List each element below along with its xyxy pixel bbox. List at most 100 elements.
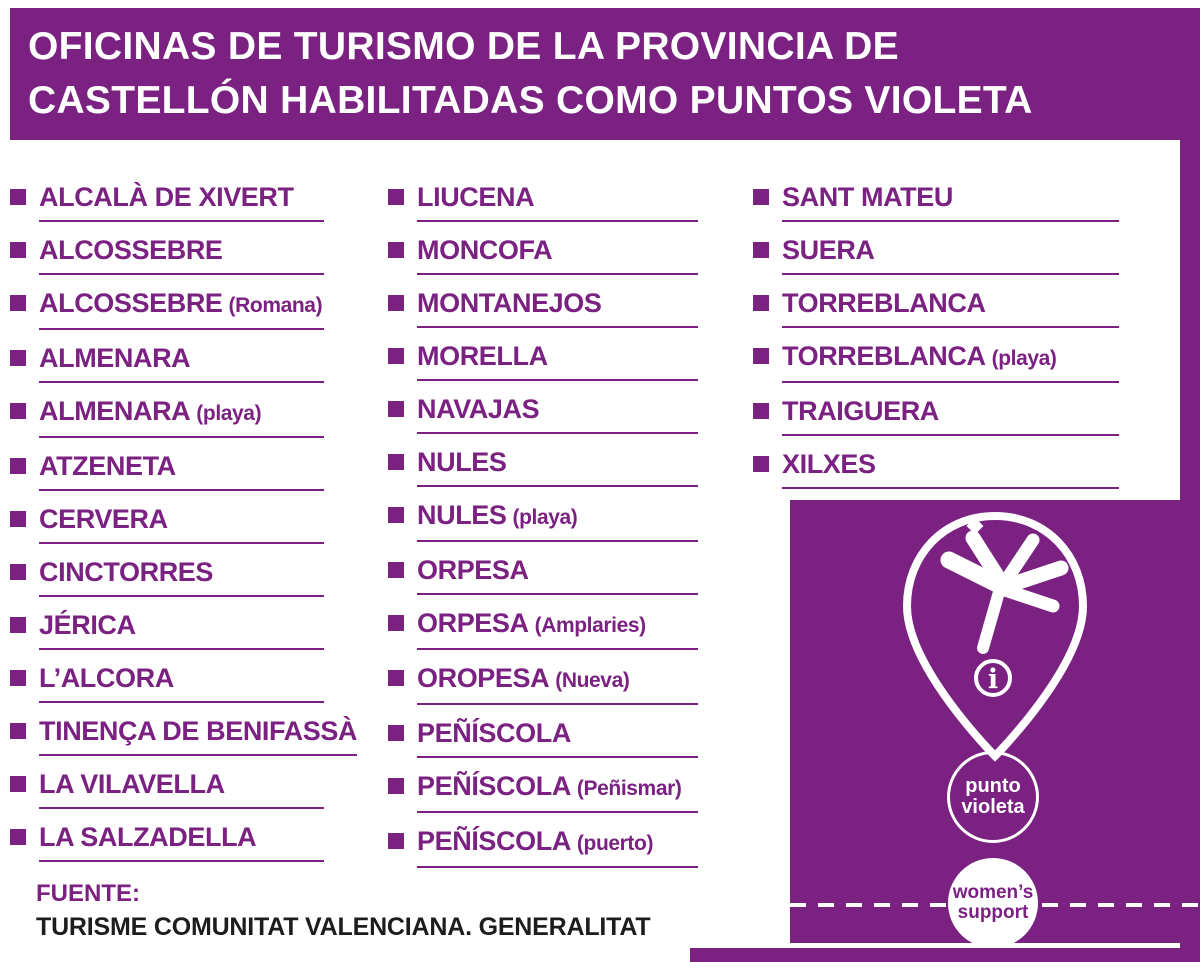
office-list-item: LA SALZADELLA: [10, 823, 324, 862]
office-list-item: JÉRICA: [10, 611, 324, 650]
office-list-item: LA VILAVELLA: [10, 770, 324, 809]
office-note-text: (puerto): [576, 832, 654, 855]
punto-label-line2: violeta: [961, 796, 1025, 818]
office-list-item: CINCTORRES: [10, 558, 324, 597]
office-list-item: ALMENARA: [10, 344, 324, 383]
office-list-item: ORPESA: [388, 556, 698, 595]
office-list-item: ALCOSSEBRE: [10, 236, 324, 275]
office-name-text: ORPESA: [417, 556, 698, 595]
square-bullet-icon: [388, 507, 404, 523]
square-bullet-icon: [10, 511, 26, 527]
punto-violeta-badge: i punto violeta women’s support: [790, 500, 1200, 948]
source-text: TURISME COMUNITAT VALENCIANA. GENERALITA…: [36, 913, 651, 941]
square-bullet-icon: [10, 670, 26, 686]
office-name-text: JÉRICA: [39, 611, 324, 650]
office-list-item: TRAIGUERA: [753, 397, 1119, 436]
office-list-item: PEÑÍSCOLA: [388, 719, 698, 758]
office-name-text: CINCTORRES: [39, 558, 324, 597]
palm-tree-icon: [940, 530, 1069, 654]
office-name-text: ATZENETA: [39, 452, 324, 491]
office-note-text: (Romana): [228, 294, 323, 317]
office-list-item: NULES: [388, 448, 698, 487]
square-bullet-icon: [388, 725, 404, 741]
square-bullet-icon: [388, 454, 404, 470]
office-name-text: LA VILAVELLA: [39, 770, 324, 809]
square-bullet-icon: [10, 776, 26, 792]
office-list-item: LIUCENA: [388, 183, 698, 222]
office-list-item: SUERA: [753, 236, 1119, 275]
office-list-item: PEÑÍSCOLA (puerto): [388, 827, 698, 868]
square-bullet-icon: [388, 670, 404, 686]
office-list-item: ALCALÀ DE XIVERT: [10, 183, 324, 222]
square-bullet-icon: [388, 189, 404, 205]
women-label-line1: women’s: [952, 882, 1034, 903]
office-name-text: ALCOSSEBRE: [39, 236, 324, 275]
square-bullet-icon: [388, 833, 404, 849]
square-bullet-icon: [753, 242, 769, 258]
office-name-text: PEÑÍSCOLA (puerto): [417, 827, 698, 868]
punto-violeta-circle: punto violeta: [947, 751, 1039, 843]
office-list-item: ALMENARA (playa): [10, 397, 324, 438]
office-list-column-1: ALCALÀ DE XIVERT ALCOSSEBRE ALCOSSEBRE (Rom…: [10, 183, 357, 876]
square-bullet-icon: [388, 401, 404, 417]
square-bullet-icon: [10, 350, 26, 366]
office-note-text: (Nueva): [555, 669, 630, 692]
office-note-text: (Amplaries): [534, 614, 647, 637]
square-bullet-icon: [753, 295, 769, 311]
office-list-item: L’ALCORA: [10, 664, 324, 703]
office-name-text: TRAIGUERA: [782, 397, 1119, 436]
office-list-item: NULES (playa): [388, 501, 698, 542]
office-list-item: ORPESA (Amplaries): [388, 609, 698, 650]
office-name-text: MONCOFA: [417, 236, 698, 275]
square-bullet-icon: [10, 242, 26, 258]
office-list-item: MONTANEJOS: [388, 289, 698, 328]
office-name-text: ORPESA (Amplaries): [417, 609, 698, 650]
square-bullet-icon: [10, 458, 26, 474]
office-list-item: ALCOSSEBRE (Romana): [10, 289, 324, 330]
source-label: FUENTE:: [36, 880, 140, 907]
square-bullet-icon: [388, 348, 404, 364]
office-name-text: NULES (playa): [417, 501, 698, 542]
square-bullet-icon: [10, 189, 26, 205]
office-list-item: NAVAJAS: [388, 395, 698, 434]
office-name-text: TINENÇA DE BENIFASSÀ: [39, 717, 357, 756]
office-name-text: L’ALCORA: [39, 664, 324, 703]
office-list-item: XILXES: [753, 450, 1119, 489]
office-note-text: (playa): [196, 402, 262, 425]
info-icon: i: [974, 659, 1012, 697]
title-line1: OFICINAS DE TURISMO DE LA PROVINCIA DE: [28, 25, 899, 68]
office-note-text: (playa): [512, 506, 578, 529]
square-bullet-icon: [10, 403, 26, 419]
office-list-item: MORELLA: [388, 342, 698, 381]
square-bullet-icon: [10, 295, 26, 311]
square-bullet-icon: [753, 348, 769, 364]
office-name-text: PEÑÍSCOLA (Peñismar): [417, 772, 698, 813]
office-list-item: TINENÇA DE BENIFASSÀ: [10, 717, 357, 756]
office-list-item: OROPESA (Nueva): [388, 664, 698, 705]
square-bullet-icon: [753, 403, 769, 419]
office-list-item: ATZENETA: [10, 452, 324, 491]
office-name-text: SUERA: [782, 236, 1119, 275]
square-bullet-icon: [388, 615, 404, 631]
office-name-text: TORREBLANCA: [782, 289, 1119, 328]
office-name-text: ALCOSSEBRE (Romana): [39, 289, 324, 330]
square-bullet-icon: [753, 189, 769, 205]
office-name-text: TORREBLANCA (playa): [782, 342, 1119, 383]
office-name-text: CERVERA: [39, 505, 324, 544]
womens-support-circle: women’s support: [948, 858, 1038, 948]
office-name-text: MONTANEJOS: [417, 289, 698, 328]
map-pin-palm-icon: i: [902, 511, 1088, 762]
women-label-line2: support: [957, 902, 1029, 923]
square-bullet-icon: [388, 295, 404, 311]
square-bullet-icon: [388, 242, 404, 258]
square-bullet-icon: [753, 456, 769, 472]
office-list-column-3: SANT MATEU SUERA TORREBLANCA TORREBLANCA (pl…: [753, 183, 1119, 503]
office-name-text: ALCALÀ DE XIVERT: [39, 183, 324, 222]
title-line2: CASTELLÓN HABILITADAS COMO PUNTOS VIOLET…: [28, 79, 1033, 122]
office-note-text: (Peñismar): [576, 777, 682, 800]
office-name-text: SANT MATEU: [782, 183, 1119, 222]
office-name-text: XILXES: [782, 450, 1119, 489]
office-name-text: ALMENARA: [39, 344, 324, 383]
office-name-text: ALMENARA (playa): [39, 397, 324, 438]
office-name-text: MORELLA: [417, 342, 698, 381]
